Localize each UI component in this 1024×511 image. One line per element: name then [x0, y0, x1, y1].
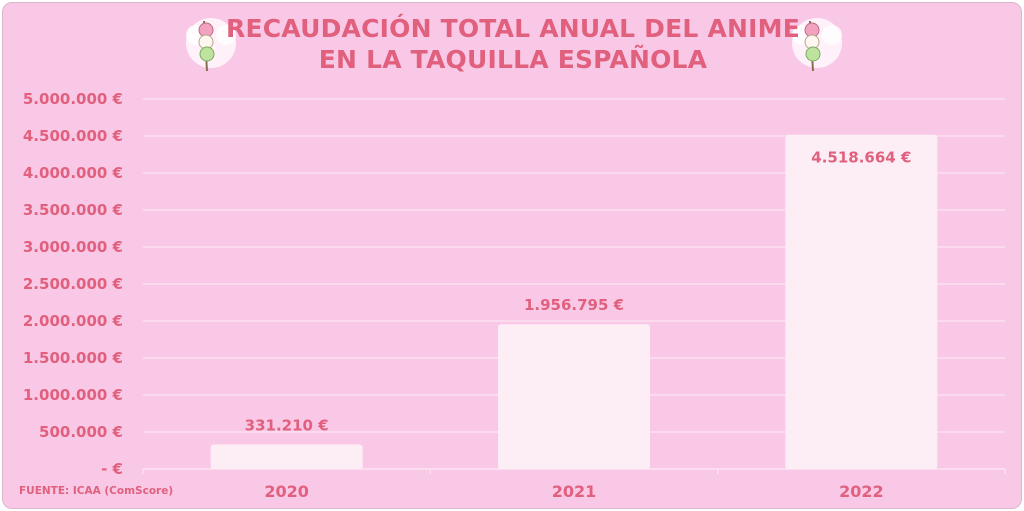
y-tick-label: 3.000.000 € — [23, 238, 123, 256]
chart-title: RECAUDACIÓN TOTAL ANUAL DEL ANIME EN LA … — [203, 13, 823, 75]
source-note: FUENTE: ICAA (ComScore) — [19, 485, 174, 497]
x-tick-label: 2020 — [264, 482, 309, 501]
y-tick-label: 1.500.000 € — [23, 349, 123, 367]
data-label: 1.956.795 € — [524, 296, 624, 314]
y-tick-label: 3.500.000 € — [23, 201, 123, 219]
y-tick-label: 4.000.000 € — [23, 164, 123, 182]
data-label: 4.518.664 € — [811, 149, 911, 167]
chart-title-line-2: EN LA TAQUILLA ESPAÑOLA — [318, 45, 708, 74]
bar-chart: - € 500.000 € 1.000.000 € 1.500.000 € 2.000.… — [23, 90, 1006, 501]
bar — [785, 134, 938, 469]
x-tick-label: 2021 — [552, 482, 597, 501]
y-tick-label: 2.000.000 € — [23, 312, 123, 330]
bar — [498, 324, 650, 469]
y-tick-label: 5.000.000 € — [23, 90, 123, 108]
y-tick-label: - € — [101, 460, 123, 478]
dango-icon — [792, 18, 842, 72]
y-tick-label: 500.000 € — [39, 423, 123, 441]
data-label: 331.210 € — [245, 416, 329, 434]
y-tick-label: 2.500.000 € — [23, 275, 123, 293]
y-tick-label: 4.500.000 € — [23, 127, 123, 145]
y-tick-label: 1.000.000 € — [23, 386, 123, 404]
chart-title-line-1: RECAUDACIÓN TOTAL ANUAL DEL ANIME — [226, 14, 800, 43]
x-tick-label: 2022 — [839, 482, 884, 501]
dango-icon — [186, 18, 236, 72]
bar — [210, 444, 363, 469]
